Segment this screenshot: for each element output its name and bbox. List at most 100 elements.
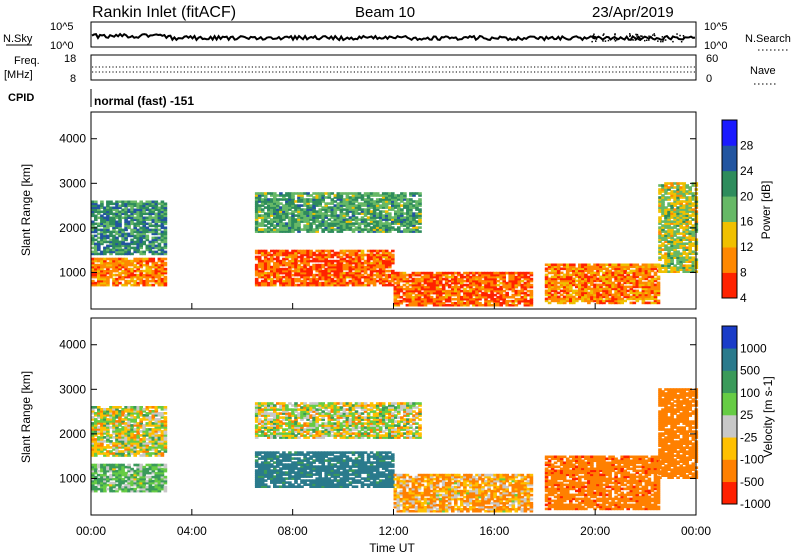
power-cell	[529, 283, 534, 287]
power-cell	[454, 279, 458, 283]
power-cell	[139, 238, 143, 242]
power-colorbar-segment	[722, 247, 737, 273]
power-cell	[103, 218, 107, 222]
power-cell	[288, 224, 292, 227]
power-cell	[676, 218, 680, 221]
power-cell	[388, 257, 392, 261]
power-cell	[466, 299, 470, 303]
velocity-cell	[115, 436, 119, 439]
power-cell	[118, 228, 122, 232]
power-cell	[260, 273, 265, 277]
power-cell	[565, 269, 570, 273]
power-cell	[378, 226, 383, 229]
power-cell	[369, 277, 374, 281]
velocity-cell	[100, 416, 104, 419]
power-cell	[254, 265, 259, 269]
power-cell	[288, 222, 292, 225]
power-cell	[514, 291, 519, 295]
power-cell	[547, 291, 552, 295]
power-cell	[676, 254, 680, 257]
power-cell	[372, 267, 377, 271]
power-cell	[294, 257, 298, 261]
velocity-cell	[160, 469, 165, 473]
power-cell	[112, 218, 116, 222]
velocity-cell	[145, 434, 150, 437]
power-cell	[688, 204, 692, 207]
power-cell	[388, 194, 392, 197]
power-cell	[118, 242, 122, 246]
power-cell	[115, 232, 119, 236]
power-cell	[288, 192, 292, 195]
power-cell	[154, 212, 159, 216]
velocity-cell	[109, 446, 113, 449]
power-cell	[691, 208, 696, 211]
power-cell	[97, 206, 101, 210]
power-cell	[148, 240, 153, 244]
power-cell	[333, 269, 338, 273]
power-cell	[94, 210, 98, 214]
power-cell	[490, 271, 494, 275]
power-cell	[345, 267, 350, 271]
power-cell	[661, 202, 665, 205]
velocity-cell	[130, 450, 134, 453]
velocity-cell	[115, 489, 119, 493]
power-cell	[151, 279, 156, 283]
power-cell	[133, 222, 137, 226]
power-cell	[160, 279, 165, 283]
power-cell	[623, 295, 627, 299]
power-cell	[106, 202, 110, 206]
power-cell	[406, 224, 410, 227]
power-cell	[405, 293, 410, 297]
power-cell	[254, 200, 259, 203]
power-cell	[667, 232, 671, 235]
velocity-cell	[97, 436, 101, 439]
power-cell	[291, 279, 295, 283]
power-cell	[572, 301, 576, 305]
power-cell	[133, 234, 137, 238]
velocity-cell	[142, 479, 146, 483]
power-cell	[336, 204, 341, 207]
power-cell	[569, 293, 573, 297]
noise-search-dot	[592, 35, 594, 37]
power-cell	[664, 234, 668, 237]
power-cell	[656, 281, 661, 285]
power-cell	[502, 277, 506, 281]
power-cell	[679, 220, 683, 223]
power-cell	[670, 196, 674, 199]
velocity-cell	[130, 432, 134, 435]
power-cell	[127, 250, 131, 254]
power-cell	[653, 287, 658, 291]
power-cell	[318, 224, 322, 227]
power-cell	[409, 214, 413, 217]
power-cell	[109, 273, 113, 277]
velocity-heatmap-cells	[91, 388, 699, 513]
power-cell	[611, 295, 615, 299]
noise-search-dot	[639, 39, 641, 41]
power-cell	[351, 200, 356, 203]
power-cell	[508, 299, 512, 303]
power-cell	[590, 287, 594, 291]
velocity-cell	[136, 406, 140, 409]
power-cell	[499, 297, 503, 301]
power-cell	[517, 273, 522, 277]
power-cell	[505, 281, 509, 285]
power-cell	[369, 255, 374, 259]
power-cell	[109, 252, 113, 256]
power-cell	[384, 257, 389, 261]
power-cell	[157, 214, 162, 218]
power-cell	[291, 283, 295, 287]
power-cell	[257, 255, 262, 259]
power-cell	[581, 285, 585, 289]
power-cell	[288, 208, 292, 211]
power-cell	[391, 206, 395, 209]
power-cell	[118, 240, 122, 244]
power-cell	[154, 206, 159, 210]
power-cell	[685, 196, 689, 199]
power-cell	[388, 265, 392, 269]
power-cell	[658, 238, 662, 241]
power-cell	[587, 291, 591, 295]
power-cell	[487, 299, 491, 303]
power-cell	[596, 267, 600, 271]
power-cell	[327, 251, 332, 255]
velocity-cell	[133, 448, 137, 451]
